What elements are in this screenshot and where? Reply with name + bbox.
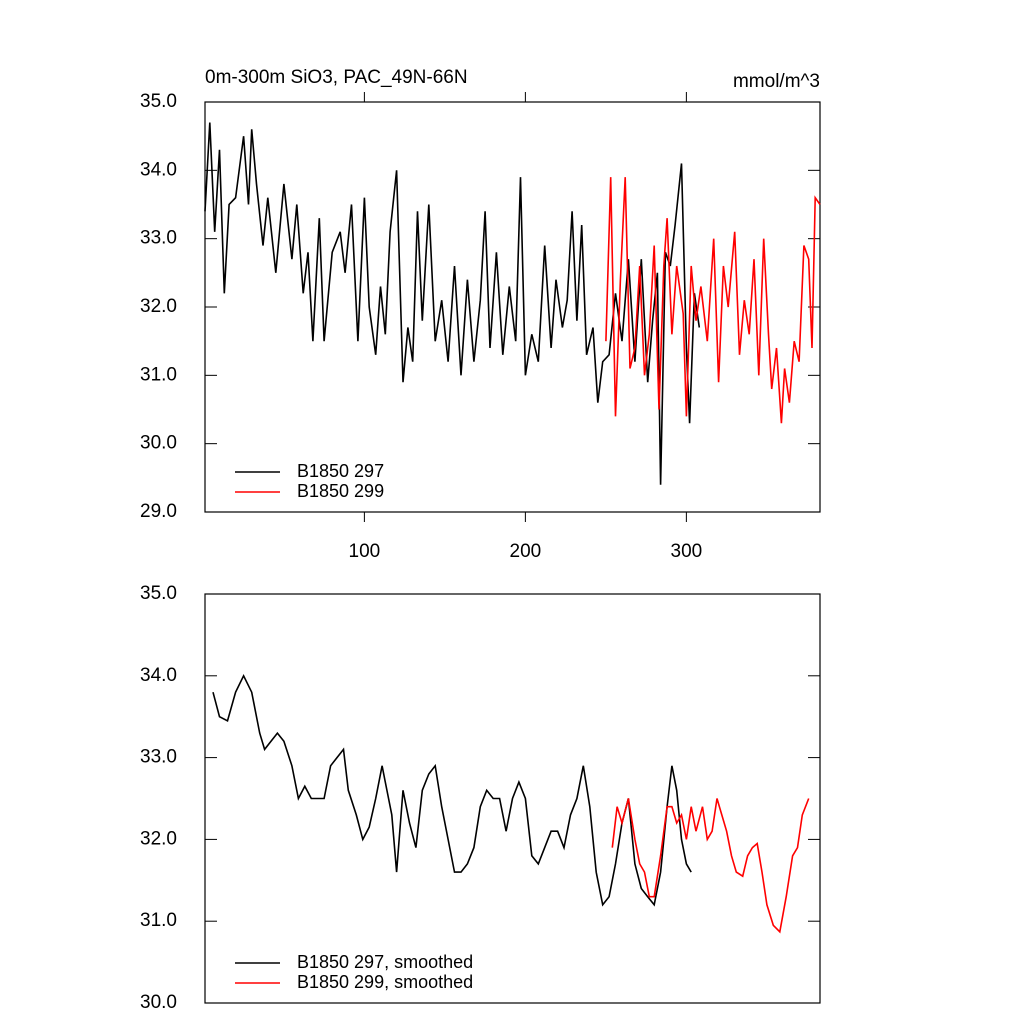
y-tick-label: 32.0 xyxy=(140,296,177,317)
line-series xyxy=(204,122,701,485)
chart-title: 0m-300m SiO3, PAC_49N-66N xyxy=(205,67,468,88)
x-tick-label: 300 xyxy=(671,541,703,562)
legend-label: B1850 297 xyxy=(297,461,384,481)
x-tick-label: 200 xyxy=(510,541,542,562)
y-tick-label: 30.0 xyxy=(140,433,177,454)
y-tick-label: 35.0 xyxy=(140,91,177,112)
legend-label: B1850 297, smoothed xyxy=(297,952,473,972)
line-series xyxy=(212,673,692,907)
units-label: mmol/m^3 xyxy=(733,71,820,92)
y-tick-label: 31.0 xyxy=(140,910,177,931)
y-tick-label: 30.0 xyxy=(140,992,177,1013)
y-tick-label: 34.0 xyxy=(140,665,177,686)
legend-label: B1850 299 xyxy=(297,481,384,501)
y-tick-label: 32.0 xyxy=(140,828,177,849)
y-tick-label: 33.0 xyxy=(140,228,177,249)
y-tick-label: 29.0 xyxy=(140,501,177,522)
x-tick-label: 100 xyxy=(349,541,381,562)
y-tick-label: 35.0 xyxy=(140,583,177,604)
plot-frame xyxy=(204,593,821,1004)
y-tick-label: 34.0 xyxy=(140,159,177,180)
line-series xyxy=(611,798,810,934)
y-tick-label: 33.0 xyxy=(140,747,177,768)
legend-label: B1850 299, smoothed xyxy=(297,972,473,992)
y-tick-label: 31.0 xyxy=(140,364,177,385)
line-series xyxy=(605,177,821,424)
